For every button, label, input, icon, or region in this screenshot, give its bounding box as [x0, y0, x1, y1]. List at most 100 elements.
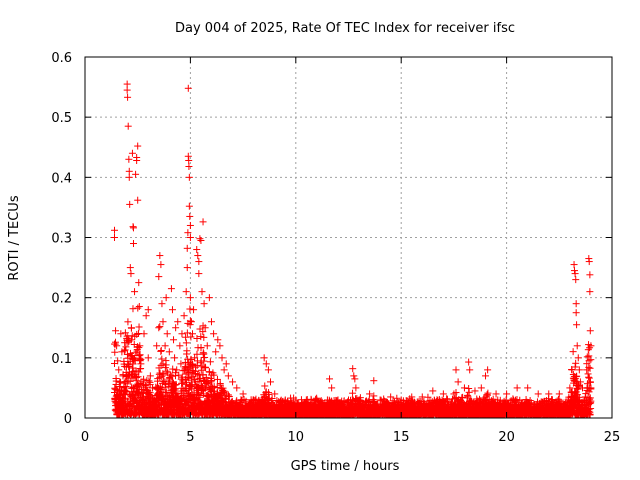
data-point: [206, 358, 214, 366]
data-point: [193, 334, 201, 342]
data-point: [503, 390, 511, 398]
data-point: [125, 167, 133, 175]
data-point: [195, 270, 203, 278]
data-point: [136, 380, 144, 388]
data-point: [586, 288, 594, 296]
data-point: [200, 350, 208, 358]
data-point: [157, 347, 165, 355]
data-point: [155, 273, 163, 281]
data-point: [125, 173, 133, 181]
data-point: [168, 306, 176, 314]
data-point: [229, 378, 237, 386]
data-point: [264, 366, 272, 374]
data-point: [200, 300, 208, 308]
data-point: [180, 312, 188, 320]
data-point: [165, 348, 173, 356]
data-point: [157, 347, 165, 355]
data-point: [186, 234, 194, 241]
data-point: [572, 309, 580, 317]
data-point: [271, 390, 279, 398]
data-point: [115, 366, 123, 374]
data-point: [123, 350, 131, 358]
data-point: [135, 279, 143, 287]
data-point: [572, 300, 580, 308]
data-point: [328, 384, 336, 392]
data-point: [115, 382, 123, 390]
data-point: [135, 344, 143, 352]
data-point: [326, 375, 334, 383]
data-point: [131, 288, 139, 296]
data-point: [112, 338, 120, 346]
data-point: [575, 366, 583, 374]
data-point: [484, 366, 492, 374]
data-point: [129, 224, 137, 232]
data-point: [111, 348, 119, 356]
data-point: [262, 360, 270, 368]
data-point: [145, 377, 153, 385]
data-point: [133, 374, 141, 382]
data-point: [146, 372, 154, 380]
data-point: [465, 358, 473, 366]
data-point: [153, 342, 161, 350]
data-point: [121, 346, 129, 354]
data-point: [125, 155, 133, 163]
data-point: [155, 324, 163, 332]
data-point: [585, 258, 593, 266]
data-point: [471, 387, 479, 395]
data-point: [210, 330, 218, 338]
data-point: [555, 390, 563, 398]
data-point: [513, 384, 521, 392]
data-point: [350, 372, 358, 380]
data-point: [158, 300, 166, 308]
data-point: [173, 366, 181, 374]
data-point: [141, 381, 149, 389]
data-point: [492, 390, 500, 398]
data-point: [132, 349, 140, 357]
data-point: [128, 364, 136, 372]
data-point: [146, 381, 154, 389]
data-point: [156, 323, 164, 331]
data-point: [185, 156, 193, 164]
data-point: [183, 244, 191, 252]
data-point: [189, 330, 197, 338]
data-point: [157, 261, 165, 269]
data-point: [183, 347, 191, 355]
data-point: [128, 149, 136, 157]
data-point: [167, 285, 175, 293]
data-point: [111, 226, 119, 234]
data-point: [135, 368, 143, 376]
data-point: [134, 142, 142, 150]
data-point: [201, 353, 209, 361]
data-point: [127, 270, 135, 278]
data-point: [134, 196, 142, 204]
data-point: [452, 366, 460, 374]
data-point: [534, 390, 542, 398]
data-point: [159, 318, 167, 326]
data-point: [370, 377, 378, 385]
data-point: [121, 329, 129, 337]
data-point: [482, 372, 490, 380]
data-point: [466, 366, 474, 374]
data-point: [191, 354, 199, 362]
data-point: [186, 221, 194, 229]
data-point: [573, 342, 581, 350]
data-point: [132, 170, 140, 178]
data-point: [182, 339, 190, 347]
data-point: [123, 80, 131, 88]
data-point: [129, 240, 137, 248]
data-point: [134, 373, 142, 381]
data-point: [122, 343, 130, 351]
data-point: [112, 377, 120, 385]
data-point: [570, 261, 578, 269]
data-point: [586, 327, 594, 335]
data-point: [125, 362, 133, 370]
data-point: [184, 84, 192, 92]
data-point: [117, 330, 125, 338]
data-point: [136, 351, 144, 359]
data-point: [183, 329, 191, 337]
data-point: [133, 330, 141, 338]
data-point: [184, 229, 192, 237]
data-point: [171, 354, 179, 362]
data-point: [186, 212, 194, 220]
